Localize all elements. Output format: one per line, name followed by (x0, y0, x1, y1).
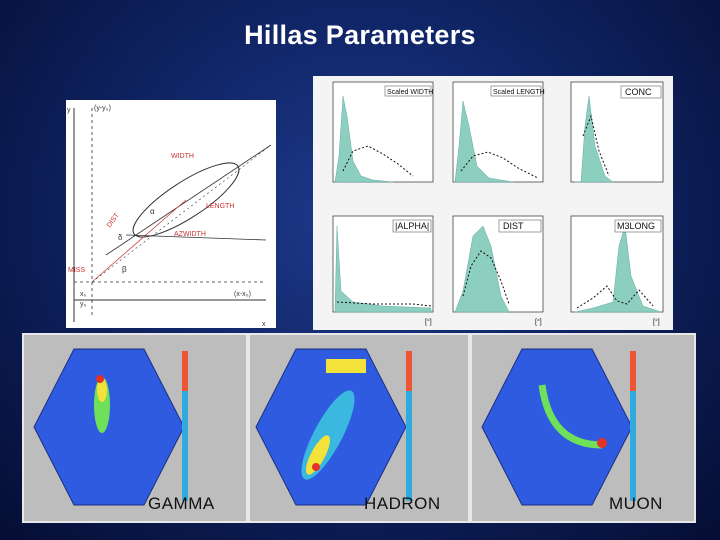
plot-unit-m3long: [°] (653, 318, 660, 326)
diagram-label-miss: MISS (68, 267, 85, 274)
plot-title-width: Scaled WIDTH (387, 89, 433, 96)
camera-label-gamma: GAMMA (148, 494, 215, 513)
camera-image-hadron (248, 333, 470, 523)
diagram-label-x: (x-x₀) (234, 291, 251, 298)
hillas-parameter-plots: Scaled WIDTH Scaled LENGTH CONC |ALPHA| … (313, 76, 673, 330)
diagram-label-y0: y₀ (80, 301, 87, 308)
diagram-label-y-axis: y (67, 107, 71, 114)
plot-title-length: Scaled LENGTH (493, 89, 545, 96)
diagram-label-delta: δ (118, 233, 123, 242)
diagram-label-y: (y-y₀) (94, 105, 111, 112)
plot-title-m3long: M3LONG (617, 221, 655, 231)
diagram-label-alpha: α (150, 207, 155, 216)
diagram-label-azwidth: AZWIDTH (174, 231, 206, 238)
plot-title-dist: DIST (503, 221, 524, 231)
camera-label-muon: MUON (609, 494, 663, 513)
plot-unit-dist: [°] (535, 318, 542, 326)
hillas-geometry-diagram: (y-y₀) WIDTH LENGTH DIST AZWIDTH MISS α … (66, 100, 276, 328)
plot-title-alpha: |ALPHA| (395, 221, 429, 231)
diagram-label-width: WIDTH (171, 153, 194, 160)
diagram-label-length: LENGTH (206, 203, 234, 210)
diagram-label-x-axis: x (262, 321, 266, 328)
camera-image-muon (470, 333, 696, 523)
diagram-label-dist: DIST (106, 211, 121, 229)
camera-label-hadron: HADRON (364, 494, 441, 513)
plot-unit-alpha: [°] (425, 318, 432, 326)
diagram-label-x0: x₀ (80, 291, 87, 298)
diagram-label-beta: β (122, 265, 127, 274)
camera-image-gamma (22, 333, 248, 523)
page-title: Hillas Parameters (244, 20, 476, 50)
plot-title-conc: CONC (625, 87, 652, 97)
